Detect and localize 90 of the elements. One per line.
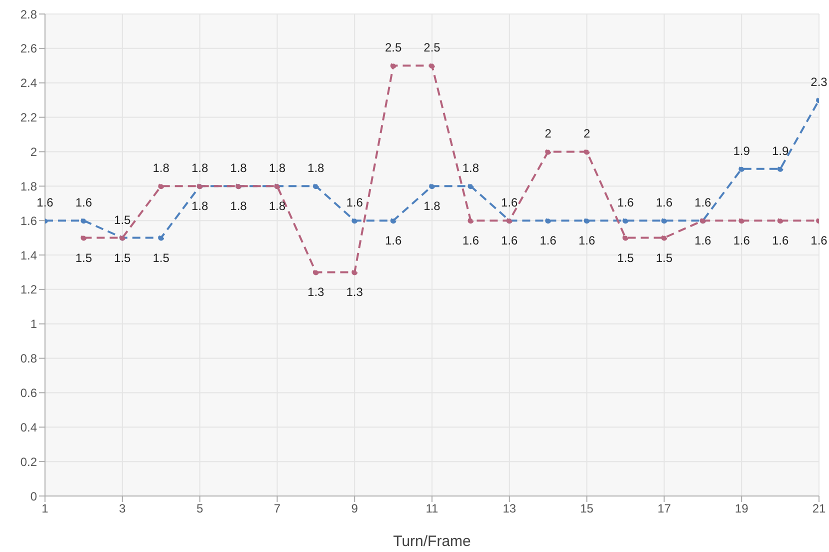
data-label: 1.8 [424,199,441,214]
y-tick-label: 2 [30,144,38,159]
point [390,218,396,224]
point [622,218,628,224]
data-label: 1.8 [462,161,480,176]
data-label: 1.8 [308,161,325,176]
data-label: 1.6 [694,196,712,210]
data-label: 1.6 [462,234,480,248]
point [545,148,552,155]
data-label: 1.6 [694,234,712,248]
x-tick-label: 7 [274,502,281,516]
data-label: 1.8 [152,161,170,176]
data-label: 1.3 [346,285,364,300]
x-tick-label: 3 [119,502,126,516]
data-label: 1.9 [772,144,789,158]
y-tick-label: 1.4 [20,248,38,262]
point [80,218,87,224]
data-label: 1.5 [75,250,92,265]
data-label: 2.3 [810,75,828,90]
x-tick-label: 15 [580,502,594,516]
y-tick-label: 0.8 [20,352,38,366]
y-tick-label: 0 [30,489,38,504]
y-tick-label: 1.6 [20,214,38,228]
y-tick-label: 2.8 [20,7,38,22]
point [545,218,552,224]
data-label: 1.9 [733,144,750,158]
x-axis-title: Turn/Frame [393,533,471,550]
point [390,62,396,69]
point [429,183,435,190]
y-tick-label: 0.2 [20,454,38,469]
point [312,269,319,276]
y-tick-label: 0.6 [20,386,38,400]
point [158,234,164,241]
data-label: 1.8 [230,199,248,214]
data-label: 1.8 [191,161,208,176]
data-label: 1.5 [114,212,132,227]
y-tick-label: 0.4 [20,420,38,434]
data-label: 1.6 [384,234,402,248]
x-tick-label: 17 [658,502,672,516]
data-label: 1.8 [268,161,286,176]
y-tick-label: 1.2 [20,282,38,297]
point [468,218,474,224]
point [777,218,784,224]
data-label: 1.5 [617,250,634,265]
x-tick-label: 19 [734,502,749,516]
data-label: 1.8 [191,199,208,214]
x-tick-label: 21 [812,502,826,516]
y-tick-label: 2.4 [20,76,38,90]
x-tick-label: 5 [196,502,204,516]
data-label: 2 [544,126,552,141]
data-label: 2 [583,126,590,141]
data-label: 1.5 [152,250,170,265]
y-tick-label: 2.2 [20,110,38,125]
x-tick-label: 9 [351,502,358,516]
point [352,218,358,224]
point [584,218,590,224]
data-label: 1.8 [230,161,248,176]
x-tick-label: 13 [502,502,516,516]
data-label: 1.6 [733,234,750,248]
data-label: 1.6 [656,196,673,210]
point [661,234,668,241]
data-label: 1.8 [268,199,286,214]
data-label: 1.5 [114,250,132,265]
point [158,183,164,190]
x-tick-label: 11 [426,502,439,516]
data-label: 1.6 [346,196,364,210]
data-label: 1.6 [501,234,518,248]
data-label: 1.6 [772,234,789,248]
y-tick-label: 1.8 [20,179,38,194]
data-label: 1.6 [75,196,92,210]
data-label: 2.5 [384,40,402,55]
point [429,62,435,69]
data-label: 1.3 [308,285,325,300]
point [738,218,745,224]
point [80,234,87,241]
data-label: 2.5 [424,40,441,55]
point [468,183,474,190]
data-label: 1.6 [810,234,828,248]
y-tick-label: 2.6 [20,42,38,56]
data-label: 1.6 [578,234,596,248]
y-tick-label: 1 [30,317,38,332]
point [352,269,358,276]
data-label: 1.6 [501,196,518,210]
point [661,218,668,224]
x-tick-label: 1 [42,502,49,516]
point [312,183,319,190]
data-label: 1.6 [540,234,557,248]
data-label: 1.6 [617,196,634,210]
data-label: 1.5 [656,250,673,265]
point [584,148,590,155]
